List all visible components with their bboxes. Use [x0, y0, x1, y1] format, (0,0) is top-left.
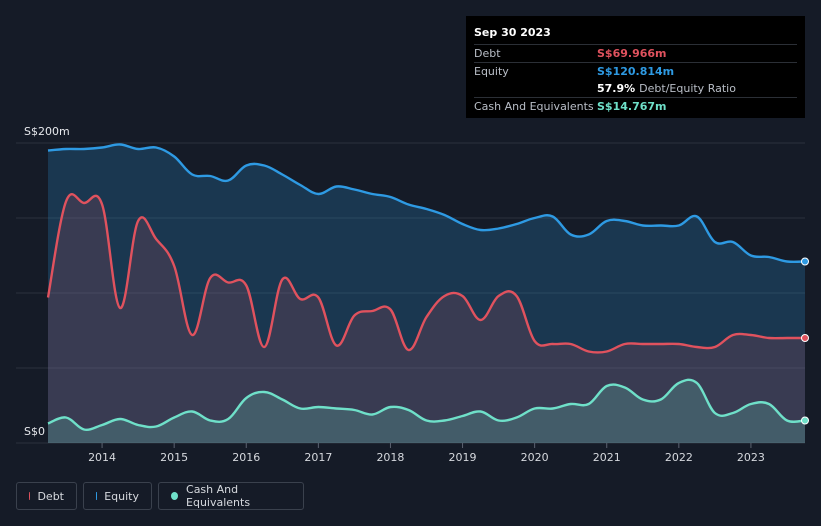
- debt-line: [46, 193, 805, 354]
- cash-dot-icon: [171, 492, 179, 500]
- cash-area: [48, 379, 805, 443]
- tooltip-row-debt: Debt S$69.966m: [474, 44, 797, 62]
- tooltip-ratio-label: Debt/Equity Ratio: [639, 82, 736, 95]
- tooltip-debt-label: Debt: [474, 47, 501, 60]
- tooltip-cash-value: S$14.767m: [597, 100, 667, 113]
- series-end-markers: [801, 257, 809, 425]
- x-tick-label: 2020: [521, 451, 549, 464]
- y-axis-top-label: S$200m: [24, 125, 70, 138]
- x-tick-label: 2021: [593, 451, 621, 464]
- x-tick-label: 2016: [232, 451, 260, 464]
- data-tooltip: Sep 30 2023 Debt S$69.966m Equity S$120.…: [466, 16, 805, 118]
- chart-grid: [16, 142, 805, 444]
- legend-item-cash[interactable]: Cash And Equivalents: [158, 482, 304, 510]
- debt-end-marker: [801, 334, 809, 342]
- tooltip-row-cash: Cash And Equivalents S$14.767m: [474, 97, 797, 115]
- equity-line: [47, 143, 806, 264]
- x-tick-label: 2018: [376, 451, 404, 464]
- tooltip-date: Sep 30 2023: [474, 26, 551, 39]
- cash-line: [47, 378, 806, 431]
- chart-areas: [48, 144, 805, 443]
- legend-debt-label: Debt: [37, 489, 64, 503]
- x-tick-label: 2022: [665, 451, 693, 464]
- tooltip-ratio-value: 57.9%: [597, 82, 636, 95]
- equity-end-marker: [801, 257, 809, 266]
- legend-item-debt[interactable]: Debt: [16, 482, 77, 510]
- tooltip-equity-value: S$120.814m: [597, 65, 675, 78]
- x-tick-label: 2015: [160, 451, 188, 464]
- chart-lines: [46, 143, 806, 431]
- legend-equity-label: Equity: [104, 489, 139, 503]
- legend-cash-label: Cash And Equivalents: [186, 483, 251, 509]
- tooltip-cash-label: Cash And Equivalents: [474, 100, 594, 113]
- x-tick-label: 2014: [88, 451, 116, 464]
- tooltip-equity-label: Equity: [474, 65, 509, 78]
- cash-end-marker: [801, 416, 809, 425]
- x-tick-label: 2017: [304, 451, 332, 464]
- y-axis-bottom-label: S$0: [24, 425, 45, 438]
- equity-area: [48, 144, 805, 443]
- tooltip-debt-value: S$69.966m: [597, 47, 667, 60]
- x-tick-label: 2023: [737, 451, 765, 464]
- x-axis-ticks: 2014 2015 2016 2017 2018 2019 2020 2021 2022 2023: [88, 443, 765, 464]
- x-tick-label: 2019: [449, 451, 477, 464]
- tooltip-row-equity: Equity S$120.814m: [474, 62, 797, 80]
- tooltip-row-ratio: 57.9% Debt/Equity Ratio: [474, 80, 797, 97]
- legend-item-equity[interactable]: Equity: [83, 482, 152, 510]
